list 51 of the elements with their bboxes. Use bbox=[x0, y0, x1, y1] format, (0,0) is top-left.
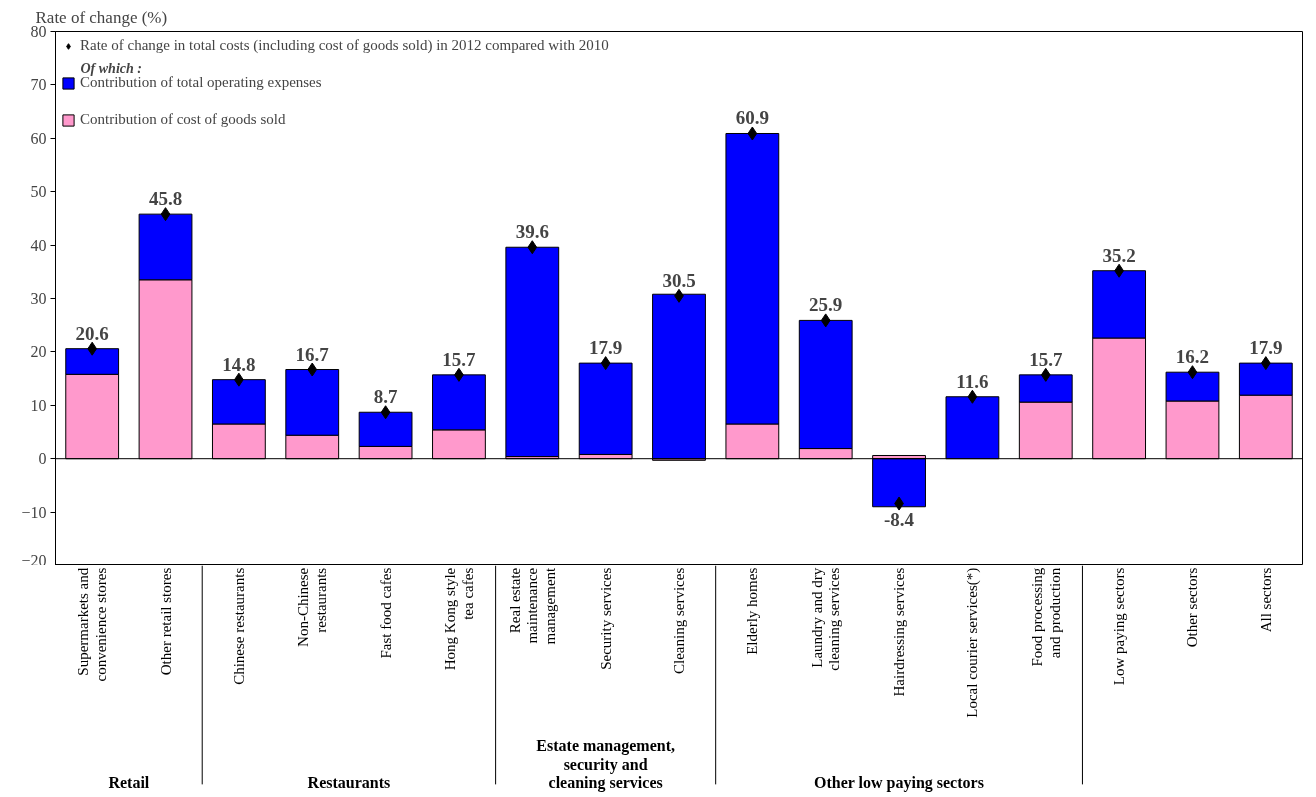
legend-label: Contribution of cost of goods sold bbox=[80, 111, 286, 128]
data-label: 16.7 bbox=[295, 343, 330, 365]
y-tick-label: 30 bbox=[30, 290, 47, 307]
x-tick-label: Cleaning services bbox=[671, 567, 687, 674]
x-tick-label: Laundry and dry cleaning services bbox=[808, 567, 843, 671]
y-tick-label: 40 bbox=[30, 236, 47, 254]
y-tick-label: 70 bbox=[30, 76, 47, 94]
data-label: 60.9 bbox=[735, 107, 769, 129]
x-tick-label: Fast food cafes bbox=[377, 567, 394, 659]
x-tick-label: Chinese restaurants bbox=[230, 567, 247, 685]
y-tick-label: 20 bbox=[30, 343, 47, 361]
y-tick-label: −10 bbox=[21, 503, 47, 521]
data-label: 45.8 bbox=[148, 188, 183, 210]
x-tick-label: Other sectors bbox=[1184, 567, 1201, 648]
x-tick-label: Other retail stores bbox=[157, 567, 174, 676]
x-tick-label: All sectors bbox=[1257, 567, 1274, 633]
y-tick-label: −20 bbox=[21, 551, 47, 569]
data-label: 17.9 bbox=[589, 337, 623, 359]
x-tick-label: Hairdressing services bbox=[891, 567, 908, 697]
data-label: 15.7 bbox=[442, 348, 477, 370]
x-tick-label: Hong Kong style tea cafes bbox=[442, 567, 476, 671]
text: Retail bbox=[108, 774, 150, 792]
x-tick-label: Elderly homes bbox=[744, 567, 761, 655]
data-label: 16.2 bbox=[1175, 346, 1210, 368]
y-tick-label: 0 bbox=[38, 450, 47, 468]
data-label: 35.2 bbox=[1102, 244, 1136, 266]
legend-label: Contribution of total operating expenses bbox=[80, 74, 322, 91]
text: Estate management, security and cleaning services bbox=[536, 736, 675, 793]
x-tick-label: Security services bbox=[597, 567, 614, 670]
data-label: 11.6 bbox=[956, 370, 989, 392]
x-tick-label: Local courier services(*) bbox=[964, 567, 982, 718]
data-label: 15.7 bbox=[1029, 348, 1063, 370]
legend-label: Rate of change in total costs (including cost of goods sold) in 2012 compared with 2010 bbox=[80, 37, 609, 54]
y-tick-label: 60 bbox=[30, 129, 47, 147]
text: Other low paying sectors bbox=[813, 774, 984, 793]
data-label: 14.8 bbox=[222, 353, 256, 375]
text: Restaurants bbox=[307, 774, 391, 792]
y-tick-label: 10 bbox=[30, 396, 47, 414]
y-tick-label: 50 bbox=[30, 183, 47, 201]
data-label: 25.9 bbox=[809, 294, 843, 316]
data-label: -8.4 bbox=[884, 508, 915, 530]
x-tick-label: Non-Chinese restaurants bbox=[295, 567, 330, 647]
x-tick-label: Supermarkets and convenience stores bbox=[75, 567, 109, 682]
x-tick-label: Food processing and production bbox=[1028, 567, 1063, 667]
data-label: 17.9 bbox=[1249, 337, 1283, 359]
data-label: 20.6 bbox=[75, 322, 109, 344]
annotation: Of which : bbox=[80, 60, 142, 76]
data-label: 39.6 bbox=[515, 221, 549, 243]
data-label: 8.7 bbox=[373, 386, 398, 408]
x-tick-label: Low paying sectors bbox=[1111, 567, 1128, 686]
data-label: 30.5 bbox=[662, 269, 696, 291]
